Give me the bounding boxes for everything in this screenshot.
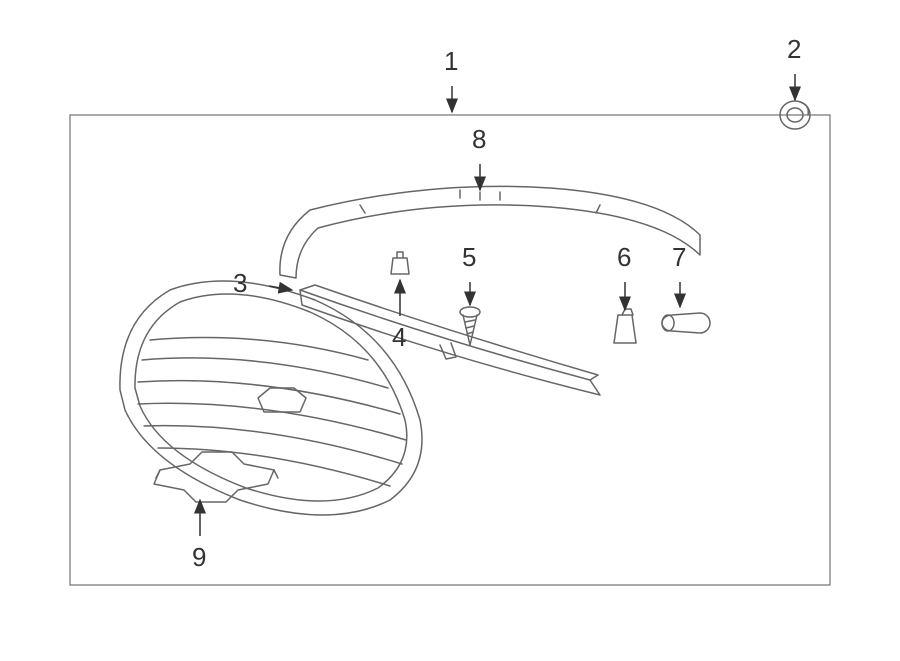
part-7-push-pin: [662, 313, 710, 333]
parts-diagram-svg: [0, 0, 900, 661]
callout-label-7: 7: [672, 242, 686, 273]
part-3-lower-strip: [300, 285, 600, 395]
part-6-retainer: [614, 309, 636, 343]
part-5-screw: [460, 307, 480, 345]
line-art-group: [120, 101, 810, 515]
callout-label-3: 3: [233, 268, 247, 299]
part-4-clip: [391, 252, 409, 274]
callout-label-8: 8: [472, 124, 486, 155]
callout-label-1: 1: [444, 46, 458, 77]
part-9-emblem: [154, 452, 278, 502]
diagram-stage: 1 2 3 4 5 6 7 8 9: [0, 0, 900, 661]
callout-label-4: 4: [392, 322, 406, 353]
callout-label-5: 5: [462, 242, 476, 273]
callout-label-6: 6: [617, 242, 631, 273]
part-8-upper-molding: [280, 186, 700, 278]
callout-label-9: 9: [192, 542, 206, 573]
callout-label-2: 2: [787, 34, 801, 65]
diagram-frame: [70, 115, 830, 585]
